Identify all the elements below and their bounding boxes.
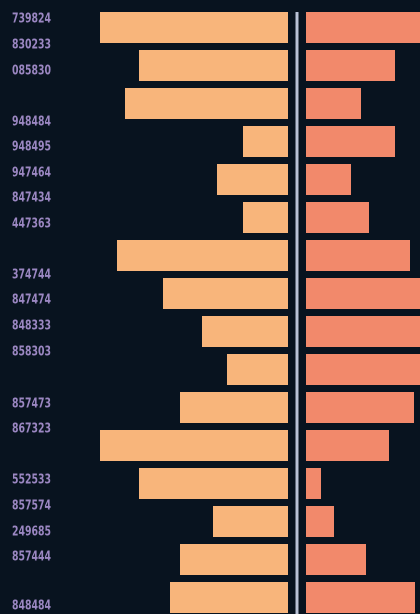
row-label: 830233 [12, 36, 51, 52]
row-label: 848333 [12, 317, 51, 333]
left-bar [180, 392, 288, 423]
right-bar [306, 202, 369, 233]
row-label: 857473 [12, 395, 51, 411]
right-bar [306, 88, 361, 119]
left-bar [163, 278, 288, 309]
right-bar [306, 126, 395, 157]
left-bar [139, 468, 288, 499]
left-bar [227, 354, 288, 385]
left-bar [117, 240, 288, 271]
right-bar [306, 468, 321, 499]
left-bar [180, 544, 288, 575]
row-label: 867323 [12, 420, 51, 436]
row-label: 848484 [12, 597, 51, 613]
row-label: 858303 [12, 343, 51, 359]
right-bar [306, 392, 414, 423]
row-label: 447363 [12, 215, 51, 231]
right-bar [306, 506, 334, 537]
row-label: 085830 [12, 62, 51, 78]
left-bar [125, 88, 288, 119]
row-label: 948484 [12, 113, 51, 129]
right-bar [306, 354, 420, 385]
row-label: 857444 [12, 548, 51, 564]
row-label: 374744 [12, 266, 51, 282]
right-bar [306, 240, 410, 271]
row-label: 552533 [12, 471, 51, 487]
row-label: 857574 [12, 497, 51, 513]
right-bar [306, 278, 420, 309]
right-bar [306, 164, 351, 195]
right-bar [306, 430, 389, 461]
left-bar [213, 506, 288, 537]
row-label: 948495 [12, 138, 51, 154]
left-bar [170, 582, 288, 613]
left-bar [100, 430, 288, 461]
right-bar [306, 50, 395, 81]
left-bar [202, 316, 288, 347]
right-bar [306, 544, 366, 575]
row-label: 847474 [12, 291, 51, 307]
left-bar [217, 164, 288, 195]
right-bar [306, 582, 415, 613]
left-bar [243, 202, 288, 233]
left-bar [139, 50, 288, 81]
right-bar [306, 316, 420, 347]
row-label: 249685 [12, 523, 51, 539]
left-bar [100, 12, 288, 43]
left-bar [243, 126, 288, 157]
row-label: 739824 [12, 10, 51, 26]
row-label: 847434 [12, 189, 51, 205]
right-bar [306, 12, 420, 43]
center-divider [295, 12, 299, 614]
row-label: 947464 [12, 164, 51, 180]
